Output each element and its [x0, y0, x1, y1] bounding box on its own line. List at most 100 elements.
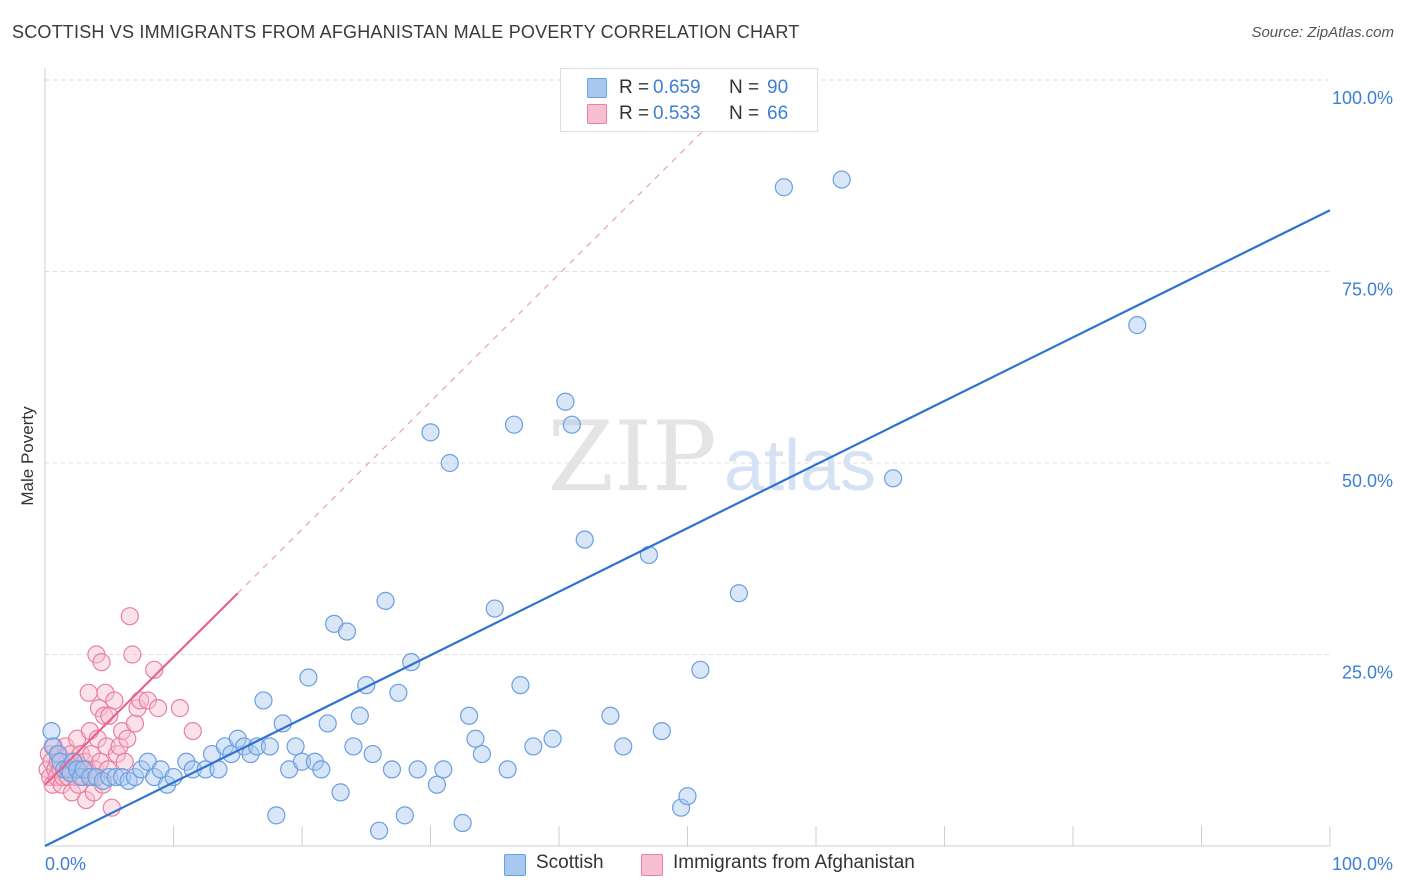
data-point — [170, 699, 190, 718]
data-point — [299, 668, 318, 687]
data-point — [148, 699, 168, 718]
data-point — [92, 653, 111, 672]
chart-source: Source: ZipAtlas.com — [1251, 24, 1394, 41]
data-point — [130, 691, 150, 710]
legend-n-label: N = — [729, 77, 760, 98]
data-point — [312, 760, 331, 779]
data-point — [562, 415, 581, 434]
data-point — [652, 721, 671, 741]
axes — [44, 68, 1331, 847]
data-point — [138, 691, 157, 710]
data-point — [260, 737, 279, 756]
x-tick-label: 0.0% — [45, 854, 86, 874]
legend-r-value: 0.659 — [653, 77, 701, 98]
data-point — [671, 798, 691, 817]
data-point — [1128, 316, 1147, 335]
data-point — [556, 392, 575, 411]
data-point — [183, 721, 202, 741]
data-point — [678, 787, 697, 806]
legend-label-afghanistan: Immigrants from Afghanistan — [673, 852, 915, 873]
data-point — [331, 783, 350, 802]
data-point — [575, 530, 594, 549]
data-point — [254, 691, 273, 710]
data-point — [344, 737, 363, 756]
data-point — [292, 752, 312, 771]
legend-r-label: R = — [619, 103, 650, 124]
data-point — [125, 714, 145, 733]
data-point — [691, 660, 710, 679]
data-point — [97, 737, 116, 756]
stats-legend: R = 0.659 N = 90 R = 0.533 N = 66 — [560, 68, 818, 132]
data-point — [883, 469, 903, 488]
watermark: ZIP atlas — [547, 401, 876, 513]
legend-n-value: 66 — [767, 103, 789, 124]
watermark-atlas: atlas — [724, 426, 876, 506]
legend-swatch-scottish — [504, 854, 526, 876]
legend-swatch-scottish — [587, 78, 607, 98]
y-tick-label: 25.0% — [1342, 663, 1393, 683]
data-point — [459, 706, 479, 725]
data-point — [120, 607, 139, 626]
data-point — [774, 178, 793, 197]
legend-r-value: 0.533 — [653, 103, 701, 124]
data-point — [472, 744, 491, 764]
data-point — [440, 453, 459, 473]
legend-label-scottish: Scottish — [536, 852, 604, 873]
trend-line-afghanistan — [44, 592, 239, 786]
watermark-zip: ZIP — [547, 401, 716, 513]
legend-n-value: 90 — [767, 77, 789, 98]
chart-title: SCOTTISH VS IMMIGRANTS FROM AFGHANISTAN … — [12, 22, 800, 42]
data-point — [504, 415, 524, 434]
data-point — [408, 760, 427, 779]
data-point — [286, 737, 305, 756]
data-point — [376, 591, 395, 610]
data-point — [123, 645, 142, 664]
x-tick-label: 100.0% — [1332, 854, 1393, 874]
data-point — [601, 706, 620, 725]
data-point — [382, 760, 402, 779]
data-point — [511, 676, 530, 695]
data-point — [729, 584, 749, 603]
data-point — [466, 729, 485, 748]
data-point — [42, 721, 61, 741]
y-tick-label: 50.0% — [1342, 471, 1393, 491]
data-point — [100, 767, 119, 787]
data-point — [118, 729, 137, 748]
data-point — [95, 706, 114, 725]
legend-swatch-afghanistan — [641, 854, 663, 876]
data-point — [832, 170, 851, 189]
data-point — [145, 660, 164, 679]
data-point — [434, 760, 453, 779]
trend-lines — [44, 79, 1331, 847]
data-point — [421, 423, 440, 442]
grid-lines — [45, 79, 1330, 655]
data-point — [318, 714, 337, 733]
data-point — [427, 775, 447, 794]
y-tick-label: 75.0% — [1342, 280, 1393, 300]
y-tick-label: 100.0% — [1332, 88, 1393, 108]
series-scottish-points — [42, 70, 1147, 840]
data-point — [524, 737, 543, 756]
data-point — [77, 790, 96, 810]
data-point — [91, 752, 110, 771]
data-point — [363, 744, 382, 764]
trend-line-scottish — [44, 209, 1331, 847]
legend-swatch-afghanistan — [587, 104, 607, 124]
trend-extension-afghanistan — [237, 79, 755, 594]
data-point — [350, 706, 369, 725]
data-point — [370, 821, 389, 840]
data-point — [395, 806, 414, 825]
legend-n-label: N = — [729, 103, 760, 124]
data-point — [389, 683, 408, 702]
data-point — [453, 813, 472, 833]
legend-r-label: R = — [619, 77, 650, 98]
data-point — [498, 760, 517, 779]
data-point — [105, 691, 124, 710]
data-point — [337, 622, 357, 641]
tick-labels: 100.0% 75.0% 50.0% 25.0% 0.0% 100.0% — [45, 88, 1393, 874]
data-point — [115, 752, 134, 771]
data-point — [79, 683, 98, 702]
data-point — [543, 729, 562, 748]
data-point — [485, 599, 504, 618]
